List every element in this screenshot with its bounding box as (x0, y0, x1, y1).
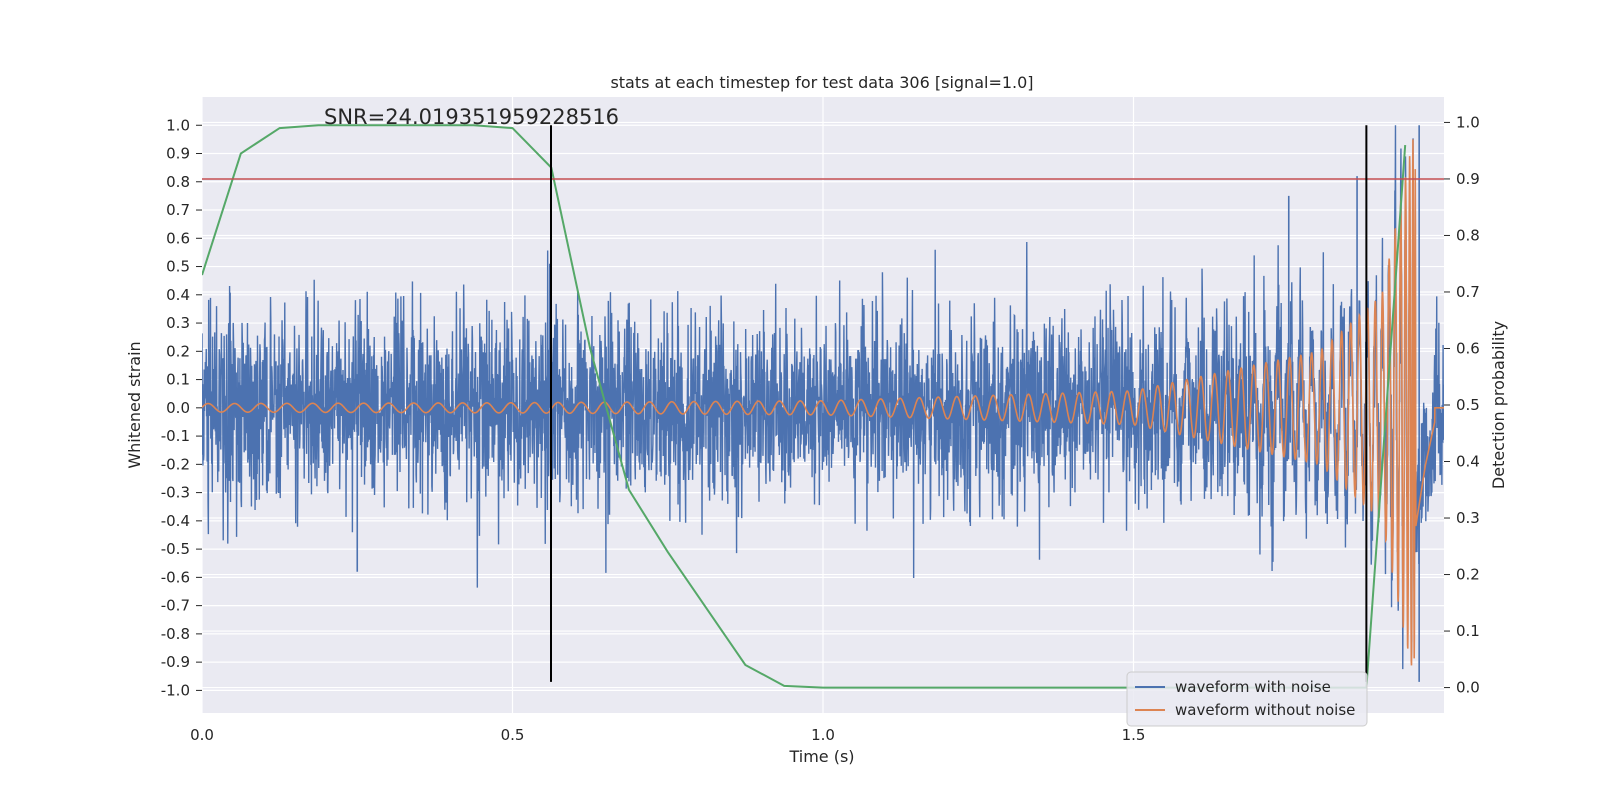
legend-label: waveform without noise (1175, 701, 1355, 719)
y-tick-label: 0.8 (166, 173, 190, 191)
x-tick-label: 1.0 (811, 726, 835, 744)
x-tick-label: 0.0 (190, 726, 214, 744)
y-tick-label: 0.5 (166, 258, 190, 276)
y-tick-label: -0.2 (161, 455, 190, 473)
y-tick-label: 0.9 (166, 145, 190, 163)
axes: 0.0 0.5 1.0 1.5 1.0 0.9 0.8 0.7 0.6 0.5 0.4 0.3 0.2 0… (161, 113, 1480, 744)
y-right-tick-label: 0.6 (1456, 339, 1480, 357)
snr-annotation: SNR=24.019351959228516 (324, 105, 619, 129)
chart-title: stats at each timestep for test data 306… (610, 73, 1033, 92)
y-tick-label: -0.4 (161, 512, 190, 530)
y-tick-label: 0.6 (166, 229, 190, 247)
y-tick-label: 0.3 (166, 314, 190, 332)
legend-label: waveform with noise (1175, 678, 1331, 696)
y-tick-label: 0.1 (166, 371, 190, 389)
y-right-tick-label: 0.1 (1456, 622, 1480, 640)
y-tick-label: 0.4 (166, 286, 190, 304)
y-right-tick-label: 0.2 (1456, 566, 1480, 584)
y-tick-label: -0.9 (161, 653, 190, 671)
y-tick-label: -0.3 (161, 484, 190, 502)
y-right-tick-label: 0.5 (1456, 396, 1480, 414)
y-tick-label: -0.6 (161, 568, 190, 586)
y-tick-label: 0.0 (166, 399, 190, 417)
y-right-tick-label: 0.3 (1456, 509, 1480, 527)
y-axis-label: Whitened strain (125, 341, 144, 468)
y-right-tick-label: 1.0 (1456, 113, 1480, 131)
y-tick-label: -1.0 (161, 681, 190, 699)
y-tick-label: 1.0 (166, 116, 190, 134)
y-right-tick-label: 0.0 (1456, 679, 1480, 697)
y-tick-label: -0.7 (161, 597, 190, 615)
y-tick-label: 0.7 (166, 201, 190, 219)
y-tick-label: -0.5 (161, 540, 190, 558)
series-layer (202, 124, 1444, 689)
y-right-tick-label: 0.7 (1456, 283, 1480, 301)
y-tick-label: 0.2 (166, 342, 190, 360)
y-right-tick-label: 0.8 (1456, 226, 1480, 244)
y-tick-label: -0.8 (161, 625, 190, 643)
detection-probability-line (202, 124, 1407, 689)
legend: waveform with noise waveform without nois… (1126, 671, 1368, 727)
x-axis-label: Time (s) (788, 747, 854, 766)
x-tick-label: 1.5 (1122, 726, 1146, 744)
y-tick-label: -0.1 (161, 427, 190, 445)
y-right-tick-label: 0.4 (1456, 453, 1480, 471)
x-tick-label: 0.5 (501, 726, 525, 744)
y-axis-right-label: Detection probability (1489, 321, 1508, 489)
legend-box (1126, 671, 1368, 727)
y-right-tick-label: 0.9 (1456, 170, 1480, 188)
clean-waveform-line (202, 139, 1444, 666)
overlay-layer (202, 125, 1444, 682)
